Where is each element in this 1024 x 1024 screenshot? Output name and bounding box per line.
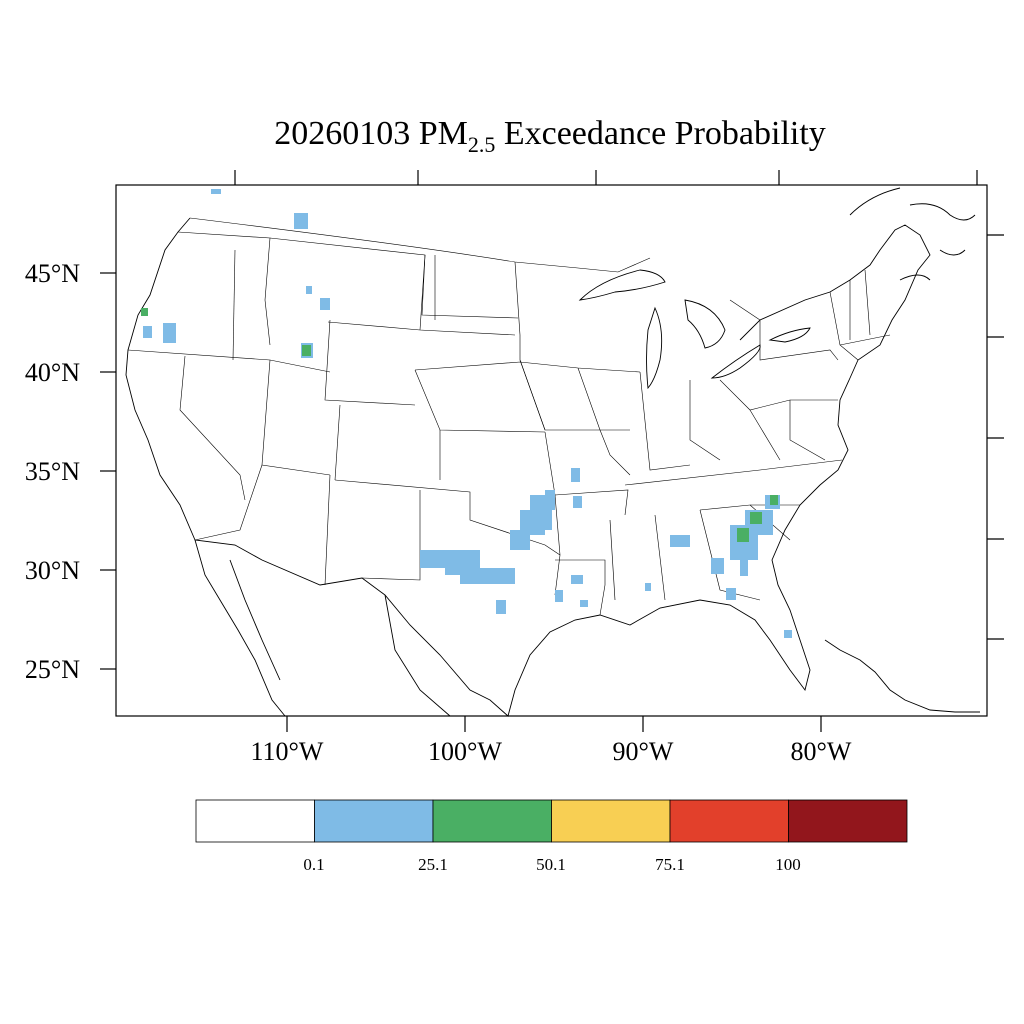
- colorbar-swatch-5: [788, 799, 908, 843]
- lat-label-35: 35°N: [25, 457, 80, 486]
- mexico-gulf-coast: [384, 594, 451, 717]
- colorbar-label-1: 25.1: [418, 855, 448, 874]
- colorbar-labels: 0.1 25.1 50.1 75.1 100: [303, 855, 800, 874]
- title-suffix: Exceedance Probability: [495, 115, 825, 152]
- title-main: 20260103 PM: [274, 115, 468, 152]
- probability-low-patches: [143, 189, 792, 638]
- bottom-ticks: [286, 716, 822, 732]
- lat-label-40: 40°N: [25, 358, 80, 387]
- lon-label-80: 80°W: [791, 737, 852, 766]
- lon-label-100: 100°W: [428, 737, 502, 766]
- lat-label-45: 45°N: [25, 259, 80, 288]
- map-contents: [125, 187, 980, 717]
- florida-keys: [824, 639, 980, 713]
- title-subscript: 2.5: [468, 132, 496, 157]
- us-coastline: [125, 217, 931, 717]
- colorbar-swatch-1: [314, 799, 434, 843]
- lat-label-25: 25°N: [25, 655, 80, 684]
- lake-erie: [710, 344, 761, 379]
- colorbar-swatch-4: [669, 799, 789, 843]
- lake-superior: [578, 269, 666, 301]
- lake-michigan: [646, 306, 663, 390]
- map-frame: [115, 184, 988, 717]
- lake-ontario: [768, 327, 811, 343]
- state-boundaries: [127, 231, 891, 616]
- right-ticks: [987, 234, 1004, 640]
- latitude-labels: 45°N 40°N 35°N 30°N 25°N: [25, 259, 80, 684]
- baja-coast: [194, 539, 286, 717]
- top-ticks: [234, 170, 978, 185]
- colorbar-swatch-2: [432, 799, 552, 843]
- map-title: 20260103 PM2.5 Exceedance Probability: [274, 115, 826, 157]
- colorbar: [195, 799, 908, 843]
- left-ticks: [100, 272, 116, 670]
- lake-huron: [684, 299, 726, 349]
- lon-label-90: 90°W: [613, 737, 674, 766]
- colorbar-label-3: 75.1: [655, 855, 685, 874]
- canada-east-coast: [849, 187, 976, 281]
- colorbar-label-2: 50.1: [536, 855, 566, 874]
- colorbar-swatch-3: [551, 799, 671, 843]
- colorbar-label-4: 100: [775, 855, 801, 874]
- probability-moderate-patches: [141, 308, 778, 542]
- lon-label-110: 110°W: [251, 737, 324, 766]
- longitude-labels: 110°W 100°W 90°W 80°W: [251, 737, 852, 766]
- colorbar-swatch-0: [195, 799, 315, 843]
- lat-label-30: 30°N: [25, 556, 80, 585]
- colorbar-label-0: 0.1: [303, 855, 324, 874]
- us-canada-border: [189, 217, 651, 273]
